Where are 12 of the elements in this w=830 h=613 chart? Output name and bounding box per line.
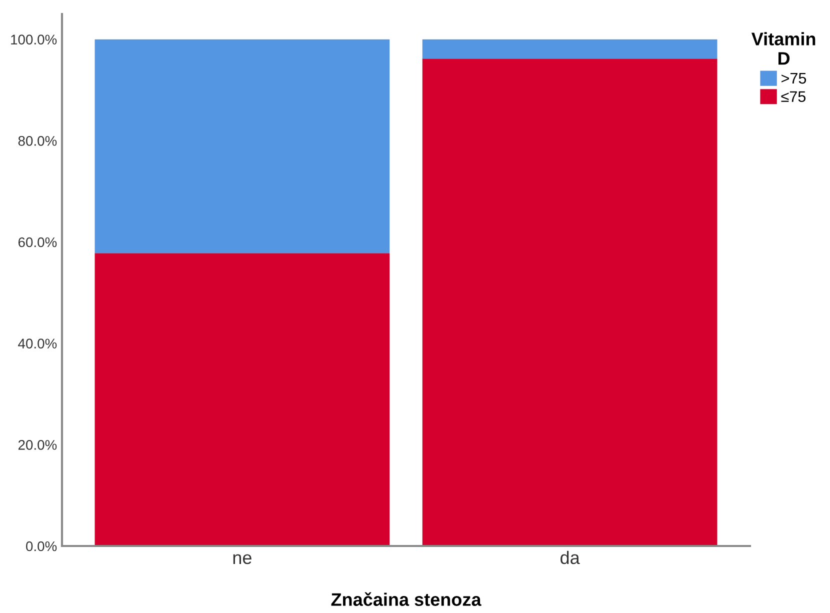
y-tick-label: 100.0% <box>11 34 57 45</box>
y-tick-label: 60.0% <box>18 237 57 248</box>
legend-label: >75 <box>782 73 806 84</box>
y-tick-label: 20.0% <box>18 440 57 450</box>
x-tick-label: ne <box>233 554 252 564</box>
legend-label: ≤75 <box>781 91 806 102</box>
y-tick-label: 80.0% <box>18 136 57 146</box>
legend-title: Vitamin D <box>751 32 816 65</box>
x-axis-title: Značaina stenoza <box>331 592 482 606</box>
y-tick-label: 0.0% <box>26 541 57 552</box>
y-tick-label: 40.0% <box>18 338 57 349</box>
x-tick-label: da <box>560 550 580 564</box>
